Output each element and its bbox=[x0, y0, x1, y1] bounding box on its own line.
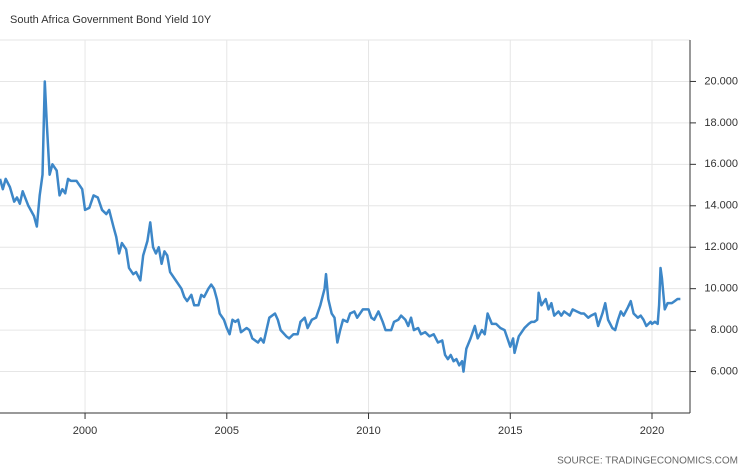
chart-title: South Africa Government Bond Yield 10Y bbox=[10, 14, 212, 26]
y-tick-label: 14.000 bbox=[704, 200, 738, 212]
x-tick-label: 2000 bbox=[73, 425, 97, 437]
x-tick-label: 2010 bbox=[356, 425, 380, 437]
y-tick-label: 16.000 bbox=[704, 158, 738, 170]
y-tick-label: 18.000 bbox=[704, 117, 738, 129]
y-tick-label: 12.000 bbox=[704, 241, 738, 253]
y-tick-label: 10.000 bbox=[704, 283, 738, 295]
y-tick-label: 8.000 bbox=[710, 324, 738, 336]
x-tick-label: 2015 bbox=[498, 425, 522, 437]
x-tick-label: 2020 bbox=[640, 425, 664, 437]
source: SOURCE: TRADINGECONOMICS.COM bbox=[557, 456, 738, 467]
y-tick-label: 20.000 bbox=[704, 75, 738, 87]
y-tick-label: 6.000 bbox=[710, 365, 738, 377]
x-tick-label: 2005 bbox=[215, 425, 239, 437]
data-line bbox=[0, 80, 681, 373]
